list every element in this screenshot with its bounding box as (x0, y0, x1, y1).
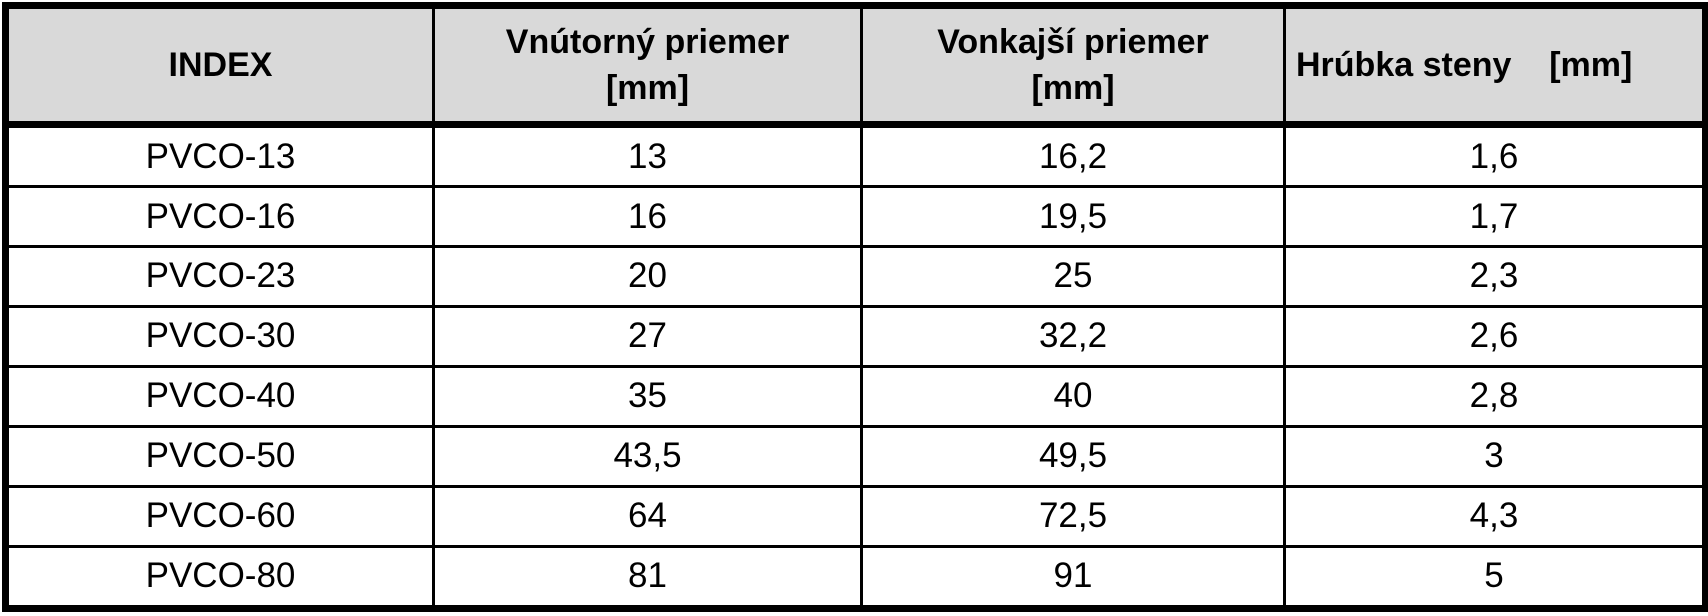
table-cell: 64 (432, 484, 863, 548)
table-cell: 1,6 (1283, 122, 1707, 189)
table-cell: 91 (860, 544, 1286, 611)
header-text: Hrúbka steny [mm] (1296, 46, 1633, 84)
table-cell: PVCO-13 (4, 122, 435, 189)
table-row: PVCO-23 20 25 2,3 (4, 245, 1707, 308)
header-text: [mm] (605, 69, 690, 107)
table-cell: 3 (1283, 424, 1707, 488)
table-cell: PVCO-30 (4, 304, 435, 368)
table-cell: 19,5 (860, 185, 1286, 248)
table-cell: 13 (432, 122, 863, 189)
header-text: INDEX (168, 46, 273, 84)
table-row: PVCO-13 13 16,2 1,6 (4, 122, 1707, 189)
header-text: Vonkajší priemer (937, 23, 1209, 61)
table-cell: 35 (432, 364, 863, 428)
table-row: PVCO-80 81 91 5 (4, 544, 1707, 611)
table-cell: 20 (432, 245, 863, 308)
table-cell: PVCO-50 (4, 424, 435, 488)
table-row: PVCO-40 35 40 2,8 (4, 364, 1707, 428)
table-cell: 16,2 (860, 122, 1286, 189)
header-cell: Hrúbka steny [mm] (1283, 4, 1707, 128)
table-body: PVCO-13 13 16,2 1,6 PVCO-16 16 19,5 1,7 PVCO-23 2… (4, 122, 1707, 611)
header-cell: Vonkajší priemer [mm] (860, 4, 1286, 128)
header-row: INDEX Vnútorný priemer [mm] Vonkajší prieme… (4, 4, 1707, 128)
table-cell: 25 (860, 245, 1286, 308)
table-cell: PVCO-16 (4, 185, 435, 248)
table-cell: 16 (432, 185, 863, 248)
table-row: PVCO-60 64 72,5 4,3 (4, 484, 1707, 548)
table-cell: 32,2 (860, 304, 1286, 368)
table-cell: 27 (432, 304, 863, 368)
table-cell: 2,3 (1283, 245, 1707, 308)
table-cell: 43,5 (432, 424, 863, 488)
header-cell: INDEX (4, 4, 435, 128)
table-cell: 5 (1283, 544, 1707, 611)
table-cell: PVCO-23 (4, 245, 435, 308)
table-cell: 2,8 (1283, 364, 1707, 428)
table-cell: 81 (432, 544, 863, 611)
table-cell: PVCO-60 (4, 484, 435, 548)
table-row: PVCO-30 27 32,2 2,6 (4, 304, 1707, 368)
header-text: Vnútorný priemer (505, 23, 790, 61)
table-cell: 1,7 (1283, 185, 1707, 248)
table-cell: PVCO-80 (4, 544, 435, 611)
table-cell: 40 (860, 364, 1286, 428)
table-cell: PVCO-40 (4, 364, 435, 428)
table-row: PVCO-50 43,5 49,5 3 (4, 424, 1707, 488)
table-row: PVCO-16 16 19,5 1,7 (4, 185, 1707, 248)
table-cell: 4,3 (1283, 484, 1707, 548)
table-cell: 49,5 (860, 424, 1286, 488)
table-cell: 72,5 (860, 484, 1286, 548)
header-text: [mm] (1031, 69, 1115, 107)
header-cell: Vnútorný priemer [mm] (432, 4, 863, 128)
table-cell: 2,6 (1283, 304, 1707, 368)
